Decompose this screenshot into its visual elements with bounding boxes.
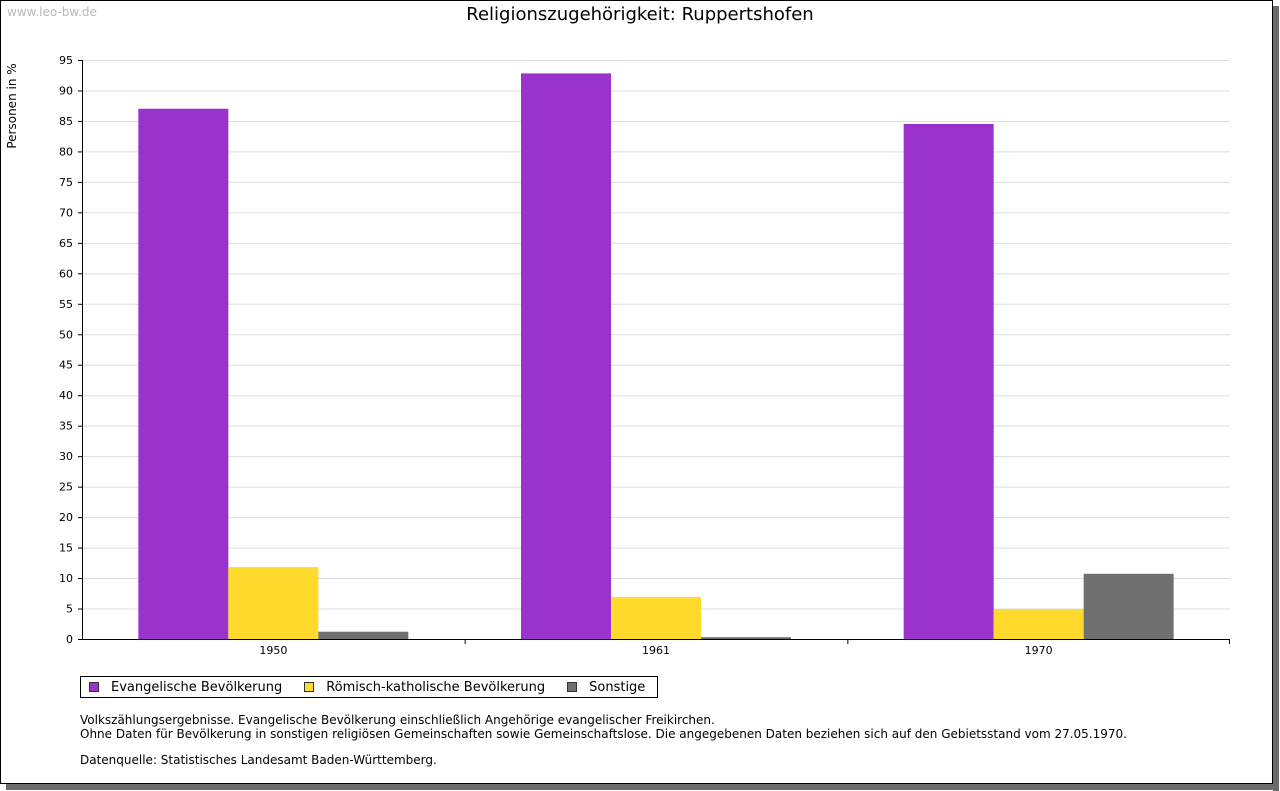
legend: Evangelische Bevölkerung Römisch-katholi… (80, 676, 659, 698)
y-tick-label-20: 20 (59, 511, 73, 524)
y-tick-label-90: 90 (59, 84, 73, 97)
y-tick-label-85: 85 (59, 115, 73, 128)
legend-label-katholisch: Römisch-katholische Bevölkerung (326, 679, 546, 695)
bar-katholisch-1961 (611, 596, 701, 639)
y-tick-label-25: 25 (59, 481, 73, 494)
legend-swatch-evangelisch (89, 682, 99, 692)
watermark: www.leo-bw.de (7, 5, 97, 19)
note-line-2: Ohne Daten für Bevölkerung in sonstigen … (80, 727, 1127, 741)
y-tick-label-45: 45 (59, 359, 73, 372)
data-source: Datenquelle: Statistisches Landesamt Bad… (80, 753, 437, 767)
x-tick-label-1970: 1970 (1025, 644, 1053, 657)
bar-evangelisch-1950 (138, 108, 229, 640)
x-tick-label-1950: 1950 (259, 644, 287, 657)
y-tick-label-50: 50 (59, 328, 73, 341)
y-tick-label-95: 95 (59, 54, 73, 67)
chart-title: Religionszugehörigkeit: Ruppertshofen (466, 4, 814, 25)
bar-sonstige-1950 (318, 631, 409, 639)
bar-katholisch-1950 (228, 567, 319, 639)
legend-item-katholisch: Römisch-katholische Bevölkerung (304, 680, 545, 695)
x-tick-label-1961: 1961 (642, 644, 670, 657)
y-tick-label-65: 65 (59, 237, 73, 250)
chart-notes: Volkszählungsergebnisse. Evangelische Be… (80, 713, 1127, 767)
y-tick-label-60: 60 (59, 267, 73, 280)
legend-item-evangelisch: Evangelische Bevölkerung (89, 680, 282, 695)
y-axis-title: Personen in % (5, 63, 19, 148)
y-tick-label-0: 0 (66, 633, 73, 646)
legend-item-sonstige: Sonstige (567, 680, 645, 695)
frame-shadow-right (1273, 6, 1279, 791)
frame-shadow-bottom (6, 784, 1279, 790)
legend-label-evangelisch: Evangelische Bevölkerung (111, 679, 283, 695)
bar-evangelisch-1970 (903, 123, 994, 639)
y-tick-label-10: 10 (59, 572, 73, 585)
y-tick-label-30: 30 (59, 450, 73, 463)
y-tick-label-75: 75 (59, 176, 73, 189)
bar-sonstige-1961 (701, 637, 791, 639)
y-tick-label-35: 35 (59, 420, 73, 433)
legend-swatch-katholisch (304, 682, 315, 692)
y-tick-label-40: 40 (59, 389, 73, 402)
bar-sonstige-1970 (1083, 573, 1174, 639)
y-tick-label-80: 80 (59, 145, 73, 158)
bar-evangelisch-1961 (521, 73, 611, 639)
bar-katholisch-1970 (993, 609, 1084, 639)
legend-label-sonstige: Sonstige (589, 679, 646, 695)
legend-swatch-sonstige (567, 682, 578, 692)
y-tick-label-5: 5 (66, 603, 73, 616)
y-tick-label-55: 55 (59, 298, 73, 311)
note-line-1: Volkszählungsergebnisse. Evangelische Be… (80, 713, 715, 727)
y-tick-label-15: 15 (59, 542, 73, 555)
y-tick-label-70: 70 (59, 206, 73, 219)
